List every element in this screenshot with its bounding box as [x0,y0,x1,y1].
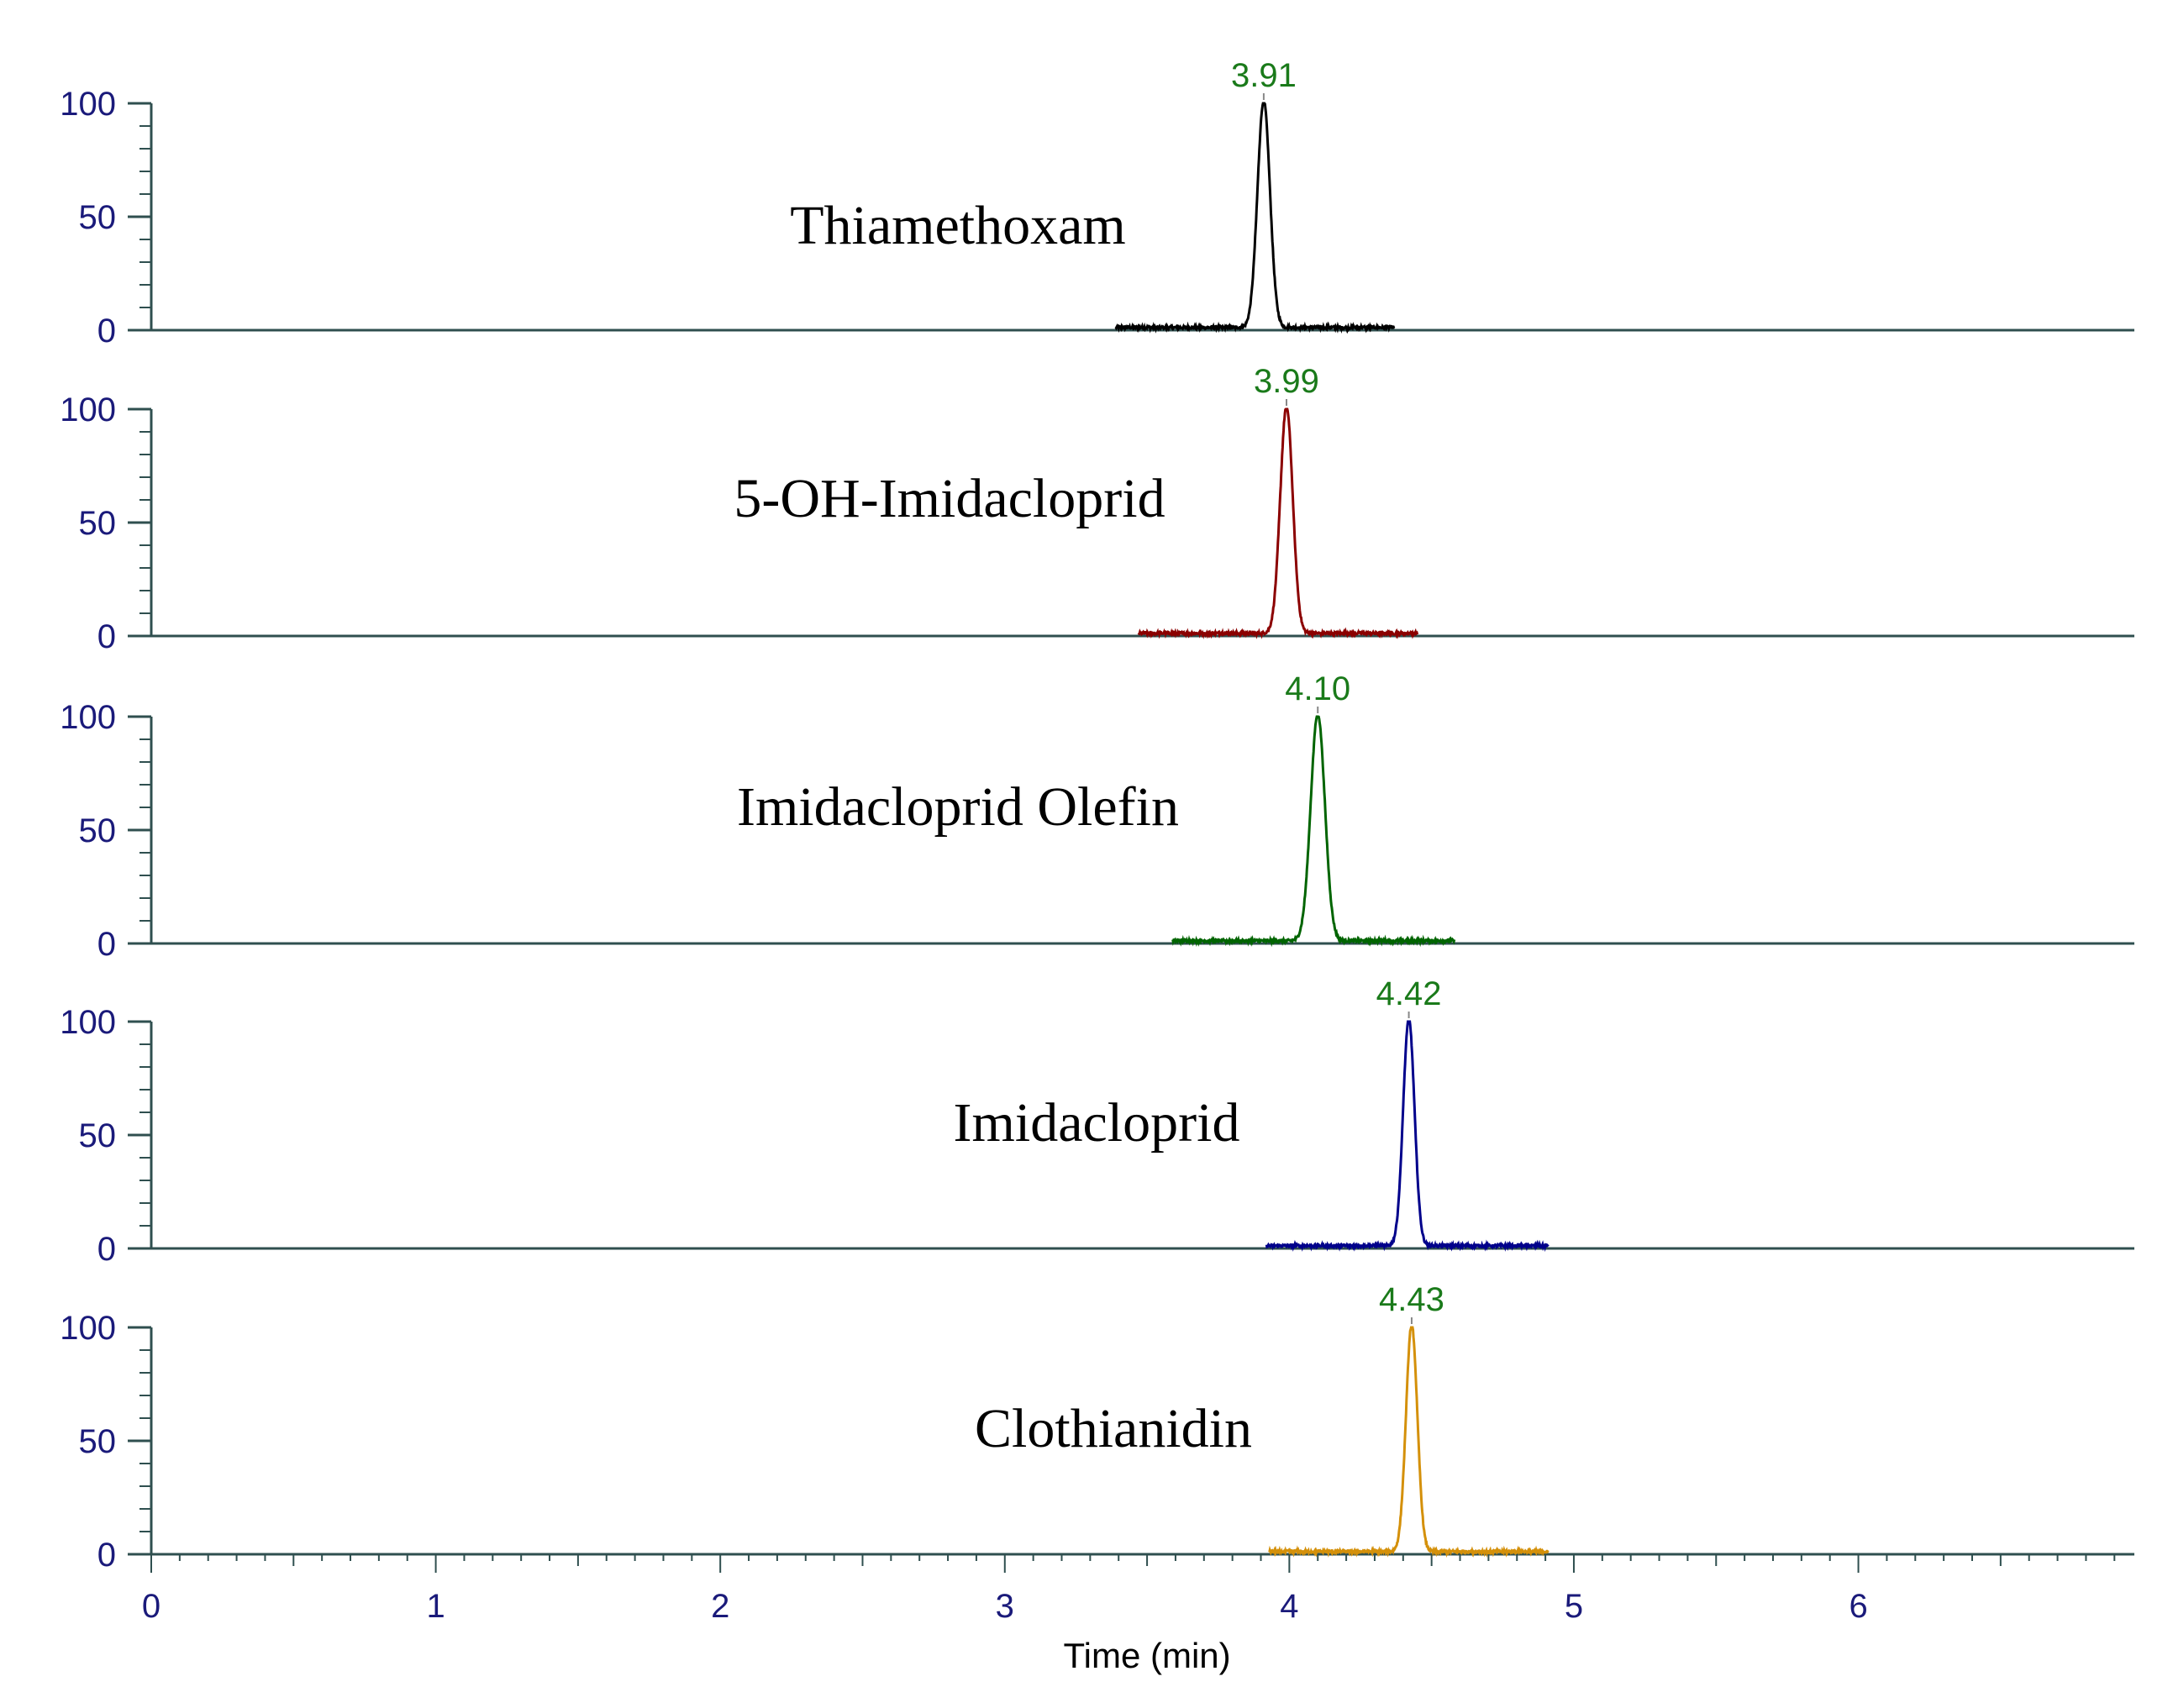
trace-imidacloprid [1265,1020,1550,1253]
y-tick-label: 50 [79,1117,117,1154]
series-label: 5-OH-Imidacloprid [734,468,1165,529]
y-tick-label: 100 [60,86,116,123]
series-label: Clothianidin [975,1398,1252,1459]
y-tick-label: 0 [97,618,116,655]
y-tick-label: 50 [79,812,117,849]
peak-label: 4.43 [1379,1281,1444,1318]
peak-label: 4.42 [1376,975,1442,1012]
y-tick-label: 50 [79,505,117,542]
series-label: Imidacloprid [954,1092,1240,1154]
peak-label: 4.10 [1285,670,1350,707]
y-tick-label: 100 [60,392,116,428]
x-tick-label: 5 [1565,1588,1583,1625]
y-tick-label: 100 [60,699,116,736]
x-axis-title: Time (min) [1064,1636,1231,1675]
x-tick-label: 2 [711,1588,729,1625]
series-label: Imidacloprid Olefin [737,776,1179,838]
x-tick-label: 3 [996,1588,1014,1625]
x-tick-label: 0 [142,1588,160,1625]
peak-label: 3.99 [1254,363,1319,400]
y-tick-label: 0 [97,313,116,349]
y-tick-label: 50 [79,199,117,236]
y-tick-label: 0 [97,1231,116,1268]
series-label: Thiamethoxam [790,195,1126,256]
y-tick-label: 50 [79,1423,117,1460]
x-tick-label: 4 [1280,1588,1298,1625]
y-tick-label: 100 [60,1004,116,1041]
trace-imidacloprid-olefin [1171,715,1456,948]
y-tick-label: 0 [97,1537,116,1574]
trace-clothianidin [1268,1326,1550,1558]
x-tick-label: 1 [426,1588,445,1625]
x-tick-label: 6 [1849,1588,1867,1625]
y-tick-label: 0 [97,926,116,963]
y-tick-label: 100 [60,1310,116,1347]
trace-thiamethoxam [1114,102,1396,334]
peak-label: 3.91 [1231,57,1297,94]
trace-5-oh-imidacloprid [1137,407,1419,640]
